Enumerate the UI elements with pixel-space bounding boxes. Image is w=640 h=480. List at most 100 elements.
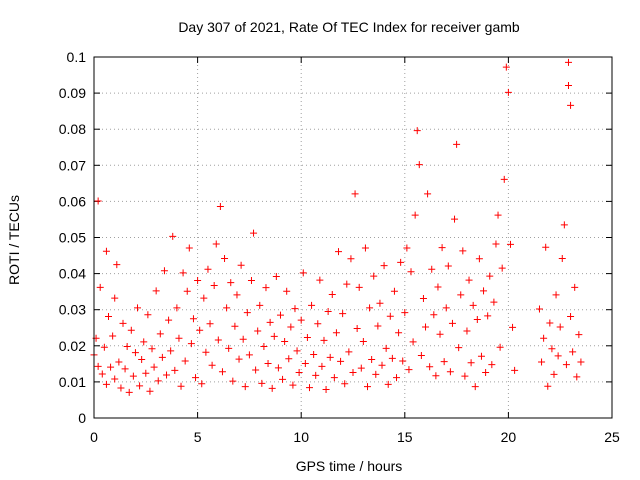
data-point [289,381,297,389]
y-tick-label: 0.03 [59,302,86,318]
data-point [125,388,133,396]
data-point [469,301,477,309]
data-point [301,359,309,367]
data-point [243,309,251,317]
data-point [225,344,233,352]
data-point [353,324,361,332]
data-point [372,370,380,378]
data-point [229,377,237,385]
data-point [94,362,102,370]
data-point [113,261,121,269]
data-point [409,338,417,346]
data-point [231,322,239,330]
data-point [94,197,102,205]
y-tick-label: 0.04 [59,266,86,282]
data-point [343,280,351,288]
data-point [173,304,181,312]
data-point [121,365,129,373]
data-point [160,267,168,275]
data-point [254,327,262,335]
data-point [295,369,303,377]
x-tick-label: 25 [604,429,620,445]
data-point [274,364,282,372]
data-point [179,269,187,277]
data-point [202,348,210,356]
data-point [237,261,245,269]
data-point [208,361,216,369]
data-point [163,371,171,379]
data-point [488,361,496,369]
data-point [384,380,392,388]
data-point [171,366,179,374]
data-point [152,287,160,295]
data-point [455,344,463,352]
data-point [494,211,502,219]
data-point [316,276,324,284]
data-point [148,345,156,353]
data-point [419,295,427,303]
data-point [374,322,382,330]
data-point [393,374,401,382]
data-point [415,161,423,169]
data-point [442,304,450,312]
data-point [287,323,295,331]
data-point [339,310,347,318]
data-point [158,353,166,361]
data-point [318,362,326,370]
data-point [552,291,560,299]
data-point [200,294,208,302]
data-point [357,364,365,372]
data-point [138,356,146,364]
data-point [198,380,206,388]
data-point [210,282,218,290]
data-point [283,287,291,295]
data-point [256,301,264,309]
data-point [573,373,581,381]
data-point [281,337,289,345]
data-point [177,382,185,390]
data-point [567,313,575,321]
data-point [502,63,510,71]
data-point [436,330,444,338]
data-point [463,327,471,335]
data-point [312,371,320,379]
data-point [405,366,413,374]
y-tick-label: 0.09 [59,85,86,101]
data-point [258,379,266,387]
data-point [417,352,425,360]
data-point [395,329,403,337]
data-point [401,309,409,317]
plot-frame [93,56,613,419]
data-point [221,254,229,262]
data-point [204,265,212,273]
data-point [260,343,268,351]
data-point [440,358,448,366]
data-point [480,287,488,295]
data-point [212,240,220,248]
data-point [227,279,235,287]
chart-title: Day 307 of 2021, Rate Of TEC Index for r… [178,19,520,35]
data-point [107,363,115,371]
data-point [461,372,469,380]
data-point [564,82,572,90]
data-point [262,284,270,292]
data-point [115,358,123,366]
data-point [105,313,113,321]
data-point [457,291,465,299]
data-point [169,232,177,240]
data-point [376,299,384,307]
data-point [351,190,359,198]
data-point [111,294,119,302]
y-tick-label: 0 [78,410,86,426]
data-point [484,312,492,320]
data-point [434,283,442,291]
x-tick-label: 10 [293,429,309,445]
data-point [272,272,280,280]
data-point [183,287,191,295]
data-point [550,370,558,378]
data-point [444,262,452,270]
data-point [496,343,504,351]
data-point [314,320,322,328]
data-point [556,323,564,331]
